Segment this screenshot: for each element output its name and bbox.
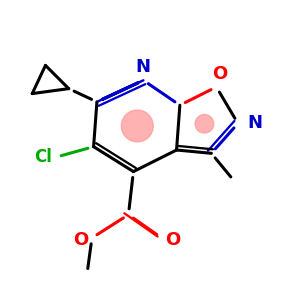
Text: Cl: Cl: [34, 148, 52, 166]
Text: O: O: [166, 231, 181, 249]
Circle shape: [195, 115, 214, 133]
Text: O: O: [212, 65, 227, 83]
Circle shape: [122, 110, 153, 142]
Text: N: N: [136, 58, 151, 76]
Text: N: N: [247, 115, 262, 133]
Text: O: O: [73, 231, 88, 249]
